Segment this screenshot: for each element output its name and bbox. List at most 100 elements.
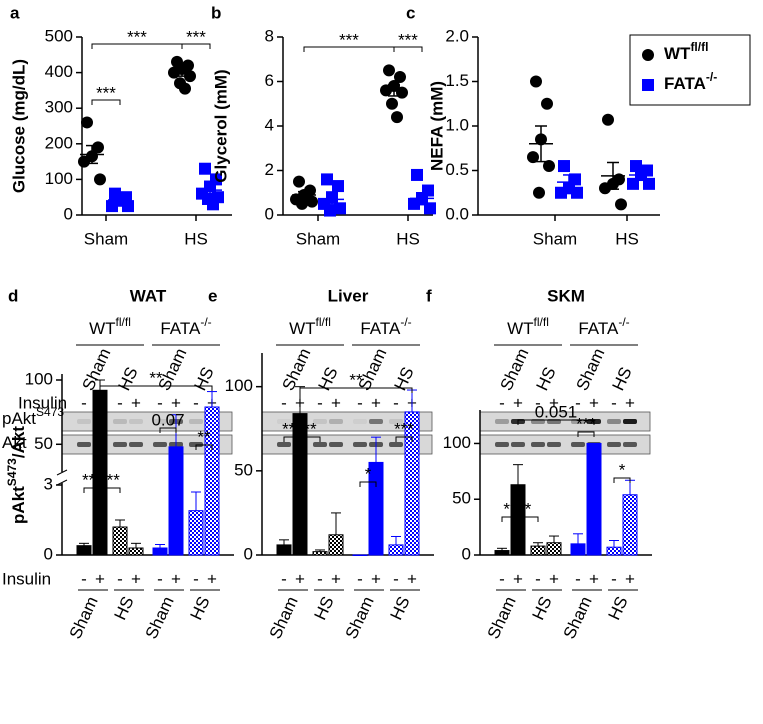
data-point (541, 97, 553, 110)
bar (586, 442, 602, 556)
y-tick-label: 0 (244, 544, 253, 563)
legend-box (629, 34, 751, 106)
blot-band (153, 442, 167, 447)
data-point (543, 160, 555, 173)
insulin-label: Insulin (18, 393, 67, 412)
data-point (615, 198, 627, 211)
significance-label: *** (398, 30, 418, 49)
insulin-sign: - (499, 569, 505, 588)
significance-bracket (359, 481, 377, 487)
insulin-sign: - (393, 569, 399, 588)
y-tick-label: 0 (265, 204, 274, 223)
y-tick-label: 100 (225, 376, 253, 395)
insulin-sign: - (81, 569, 87, 588)
panel-letter: e (208, 286, 217, 305)
insulin-sign: + (171, 569, 181, 588)
significance-bracket (517, 516, 539, 522)
insulin-sign: - (611, 393, 617, 412)
data-point (530, 75, 542, 88)
bar (312, 551, 328, 556)
condition-label: HS (390, 364, 417, 393)
significance-bracket (395, 436, 413, 442)
x-tick-label: HS (184, 229, 208, 248)
insulin-sign: + (513, 393, 523, 412)
data-point (411, 168, 423, 181)
bar (570, 543, 586, 556)
insulin-sign: - (575, 569, 581, 588)
insulin-sign: + (131, 569, 141, 588)
data-point (558, 160, 570, 173)
blot-band (511, 442, 525, 447)
significance-bracket (299, 387, 413, 393)
data-point (94, 173, 106, 186)
y-tick-label: 1.5 (445, 71, 469, 90)
genotype-label: FATA-/- (578, 315, 629, 338)
significance-label: *** (127, 27, 147, 46)
panel-letter: f (426, 286, 432, 305)
condition-label: Sham (266, 594, 302, 642)
significance-bracket (91, 99, 121, 105)
data-point (106, 200, 118, 213)
bar (530, 545, 546, 556)
superscript: fl/fl (534, 315, 549, 329)
panel-letter: a (10, 3, 20, 22)
significance-label: ** (503, 499, 517, 518)
condition-label: Sham (66, 594, 102, 642)
data-point (383, 64, 395, 77)
significance-label: *** (576, 414, 596, 433)
blot-band (353, 442, 367, 447)
significance-label: ** (303, 419, 317, 438)
insulin-sign: - (193, 393, 199, 412)
superscript: S473 (36, 405, 64, 419)
bar (494, 550, 510, 556)
y-tick-label: 0.5 (445, 160, 469, 179)
data-point (321, 173, 333, 186)
insulin-sign: + (625, 393, 635, 412)
insulin-sign: - (611, 569, 617, 588)
x-tick-label: Sham (296, 229, 340, 248)
text-part: pAkt (2, 409, 36, 428)
insulin-sign: + (589, 569, 599, 588)
insulin-sign: + (207, 569, 217, 588)
text-part: FATA (160, 319, 201, 338)
significance-label: *** (339, 30, 359, 49)
significance-label: ** (197, 427, 211, 446)
significance-bracket (577, 431, 595, 437)
bar (606, 546, 622, 556)
bar (188, 510, 204, 556)
condition-label: Sham (572, 345, 608, 393)
significance-label: *** (82, 470, 102, 489)
y-tick-label: 0 (44, 544, 53, 563)
blot-label: pAktS473 (2, 405, 64, 428)
condition-label: HS (190, 364, 217, 393)
y-tick-label: 100 (45, 169, 73, 188)
blot-band (329, 442, 343, 447)
significance-bracket (613, 477, 631, 483)
data-point (306, 195, 318, 208)
data-point (179, 82, 191, 95)
text-part: FATA (360, 319, 401, 338)
data-point (207, 198, 219, 211)
text-part: WT (289, 319, 315, 338)
condition-label: Sham (484, 594, 520, 642)
insulin-sign: - (317, 393, 323, 412)
blot-band (495, 419, 509, 424)
axis-break (56, 469, 68, 476)
data-point (527, 151, 539, 164)
y-tick-label: 50 (34, 434, 53, 453)
insulin-sign: - (157, 393, 163, 412)
significance-label: 0.07 (151, 410, 184, 429)
insulin-sign: - (157, 569, 163, 588)
significance-label: * (619, 460, 626, 479)
blot-label: Akt (2, 433, 27, 452)
genotype-label: FATA-/- (160, 315, 211, 338)
blot-band (277, 442, 291, 447)
blot-band (153, 419, 167, 424)
text-part: WT (507, 319, 533, 338)
significance-label: 0.051 (535, 402, 578, 421)
bar (546, 542, 562, 556)
panel-letter: d (8, 286, 18, 305)
insulin-sign: + (331, 393, 341, 412)
insulin-sign: - (281, 393, 287, 412)
significance-bracket (393, 46, 423, 52)
